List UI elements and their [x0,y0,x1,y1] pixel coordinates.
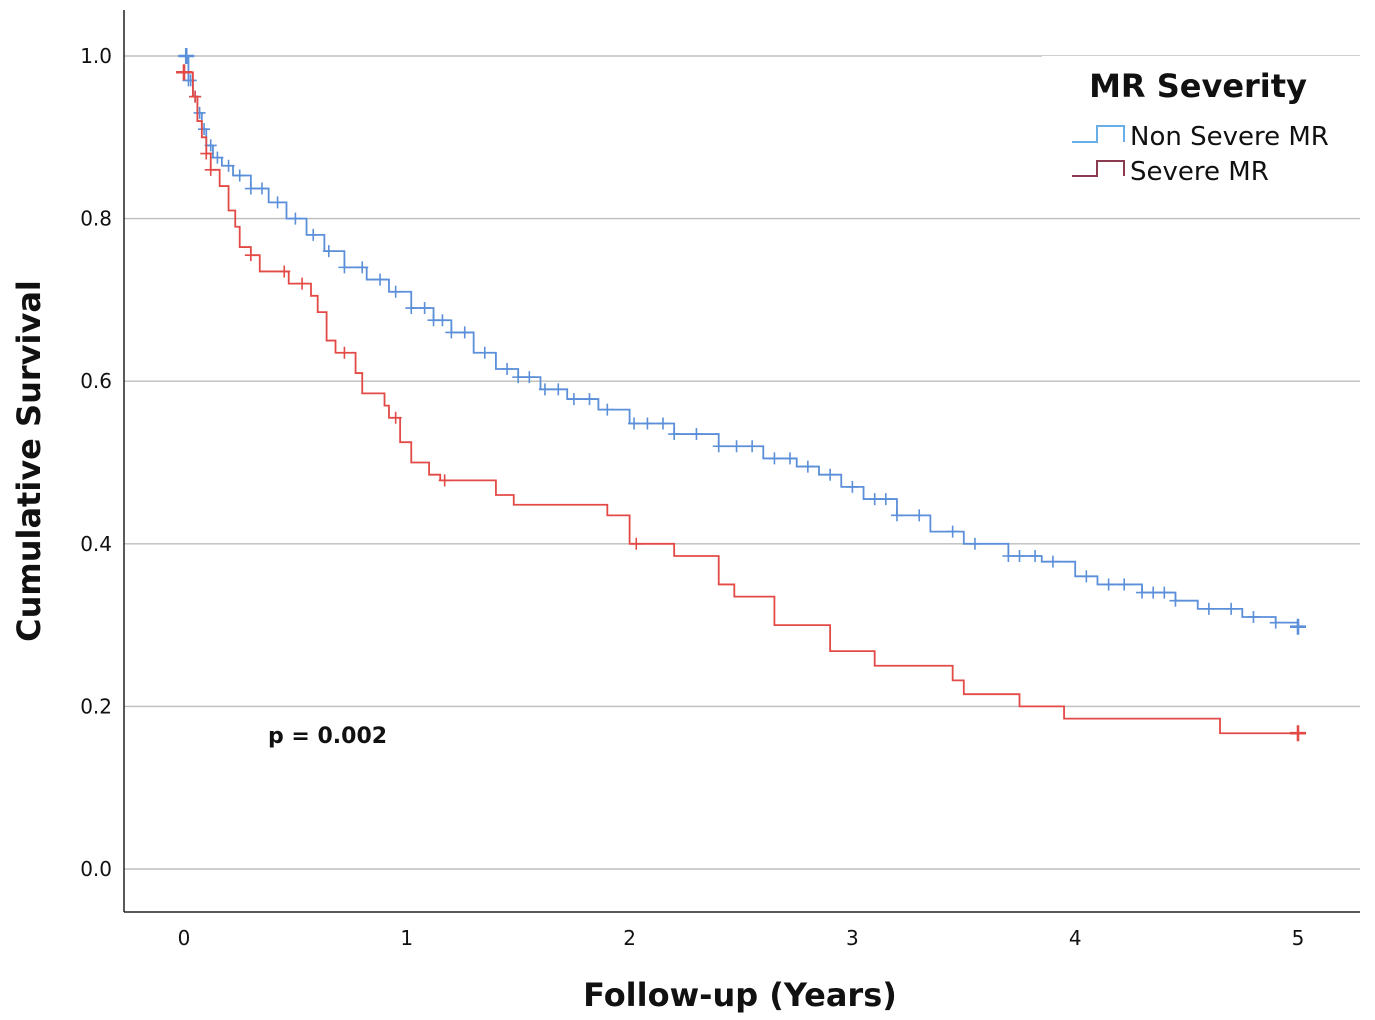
x-tick-label: 0 [178,926,191,950]
y-tick-label: 0.0 [80,857,112,881]
p-value-annotation: p = 0.002 [268,724,387,749]
y-axis-title: Cumulative Survival [10,280,48,642]
x-tick-label: 2 [623,926,636,950]
y-tick-label: 1.0 [80,44,112,68]
y-tick-label: 0.8 [80,207,112,231]
legend-label-non-severe: Non Severe MR [1130,122,1329,152]
x-tick-label: 3 [846,926,859,950]
legend-title: MR Severity [1089,67,1307,105]
y-tick-label: 0.2 [80,694,112,718]
x-axis-title: Follow-up (Years) [583,976,897,1014]
x-tick-label: 1 [400,926,413,950]
x-tick-label: 5 [1292,926,1305,950]
y-tick-label: 0.6 [80,369,112,393]
x-tick-label: 4 [1069,926,1082,950]
legend-label-severe: Severe MR [1130,157,1269,187]
legend: MR Severity Non Severe MR Severe MR [1042,56,1375,216]
y-tick-label: 0.4 [80,532,112,556]
